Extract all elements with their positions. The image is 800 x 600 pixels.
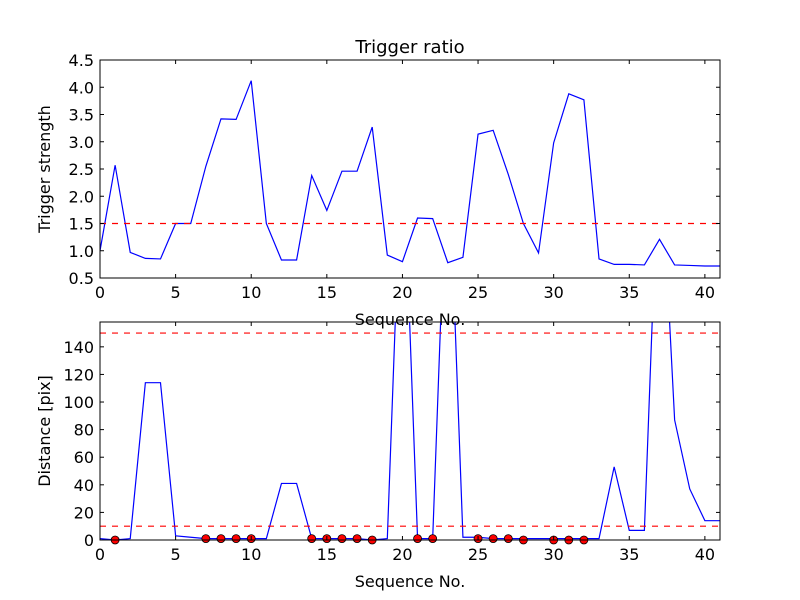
bottom-x-tick-label: 40 [695, 545, 715, 564]
trigger-ratio-plot: 0 5 10 15 20 25 30 35 40 0.5 1.0 1.5 2.0 2.5 3.0 3.5 4.0… [35, 37, 721, 329]
top-y-tick-label: 2.0 [69, 187, 94, 206]
bottom-y-tick-label: 100 [63, 393, 94, 412]
bottom-x-tick-label: 5 [171, 545, 181, 564]
bottom-y-tick-label: 80 [74, 421, 94, 440]
top-y-tick-label: 2.5 [69, 160, 94, 179]
top-series-line [100, 80, 720, 267]
top-x-tick-label: 30 [543, 283, 563, 302]
bottom-marker-point [337, 534, 347, 544]
bottom-marker-point [201, 534, 211, 544]
top-x-tick-label: 20 [392, 283, 412, 302]
top-x-tick-label: 10 [241, 283, 261, 302]
bottom-x-tick-label: 25 [468, 545, 488, 564]
bottom-y-tick-label: 0 [84, 531, 94, 550]
bottom-marker-point [413, 534, 422, 544]
bottom-marker-point [503, 534, 513, 544]
bottom-marker-point [488, 534, 498, 544]
bottom-x-tick-label: 30 [543, 545, 563, 564]
bottom-y-tick-label: 40 [74, 476, 94, 495]
top-y-tick-label: 1.0 [69, 242, 94, 261]
bottom-x-tick-label: 0 [95, 545, 105, 564]
bottom-x-axis-label: Sequence No. [355, 572, 466, 591]
bottom-marker-point [231, 534, 241, 544]
bottom-y-tick-label: 140 [63, 338, 94, 357]
top-x-tick-label: 5 [171, 283, 181, 302]
bottom-marker-point [216, 534, 226, 544]
top-x-tick-label: 35 [619, 283, 639, 302]
bottom-marker-point [352, 534, 362, 544]
bottom-y-tick-label: 60 [74, 448, 94, 467]
distance-plot: 0 5 10 15 20 25 30 35 40 0 20 40 60 80 100 120 140 Sequen… [35, 321, 721, 591]
bottom-x-tick-label: 15 [317, 545, 337, 564]
bottom-y-tick-label: 20 [74, 503, 94, 522]
bottom-axes-frame [99, 321, 721, 541]
bottom-y-axis-label: Distance [pix] [35, 375, 54, 487]
top-x-tick-label: 40 [695, 283, 715, 302]
top-y-tick-label: 3.5 [69, 106, 94, 125]
top-y-tick-label: 1.5 [69, 215, 94, 234]
top-y-tick-label: 4.5 [69, 51, 94, 70]
bottom-y-tick-label: 120 [63, 365, 94, 384]
top-x-axis-label: Sequence No. [355, 310, 466, 329]
bottom-marker-point [307, 534, 317, 544]
top-y-tick-label: 0.5 [69, 269, 94, 288]
top-y-tick-label: 4.0 [69, 78, 94, 97]
bottom-marker-point [428, 534, 438, 544]
top-chart-title: Trigger ratio [354, 37, 464, 58]
top-y-axis-label: Trigger strength [35, 105, 54, 234]
top-x-tick-label: 0 [95, 283, 105, 302]
bottom-x-tick-label: 20 [392, 545, 412, 564]
bottom-x-tick-label: 35 [619, 545, 639, 564]
top-y-tick-label: 3.0 [69, 133, 94, 152]
bottom-x-tick-label: 10 [241, 545, 261, 564]
top-x-tick-label: 15 [317, 283, 337, 302]
top-x-tick-label: 25 [468, 283, 488, 302]
